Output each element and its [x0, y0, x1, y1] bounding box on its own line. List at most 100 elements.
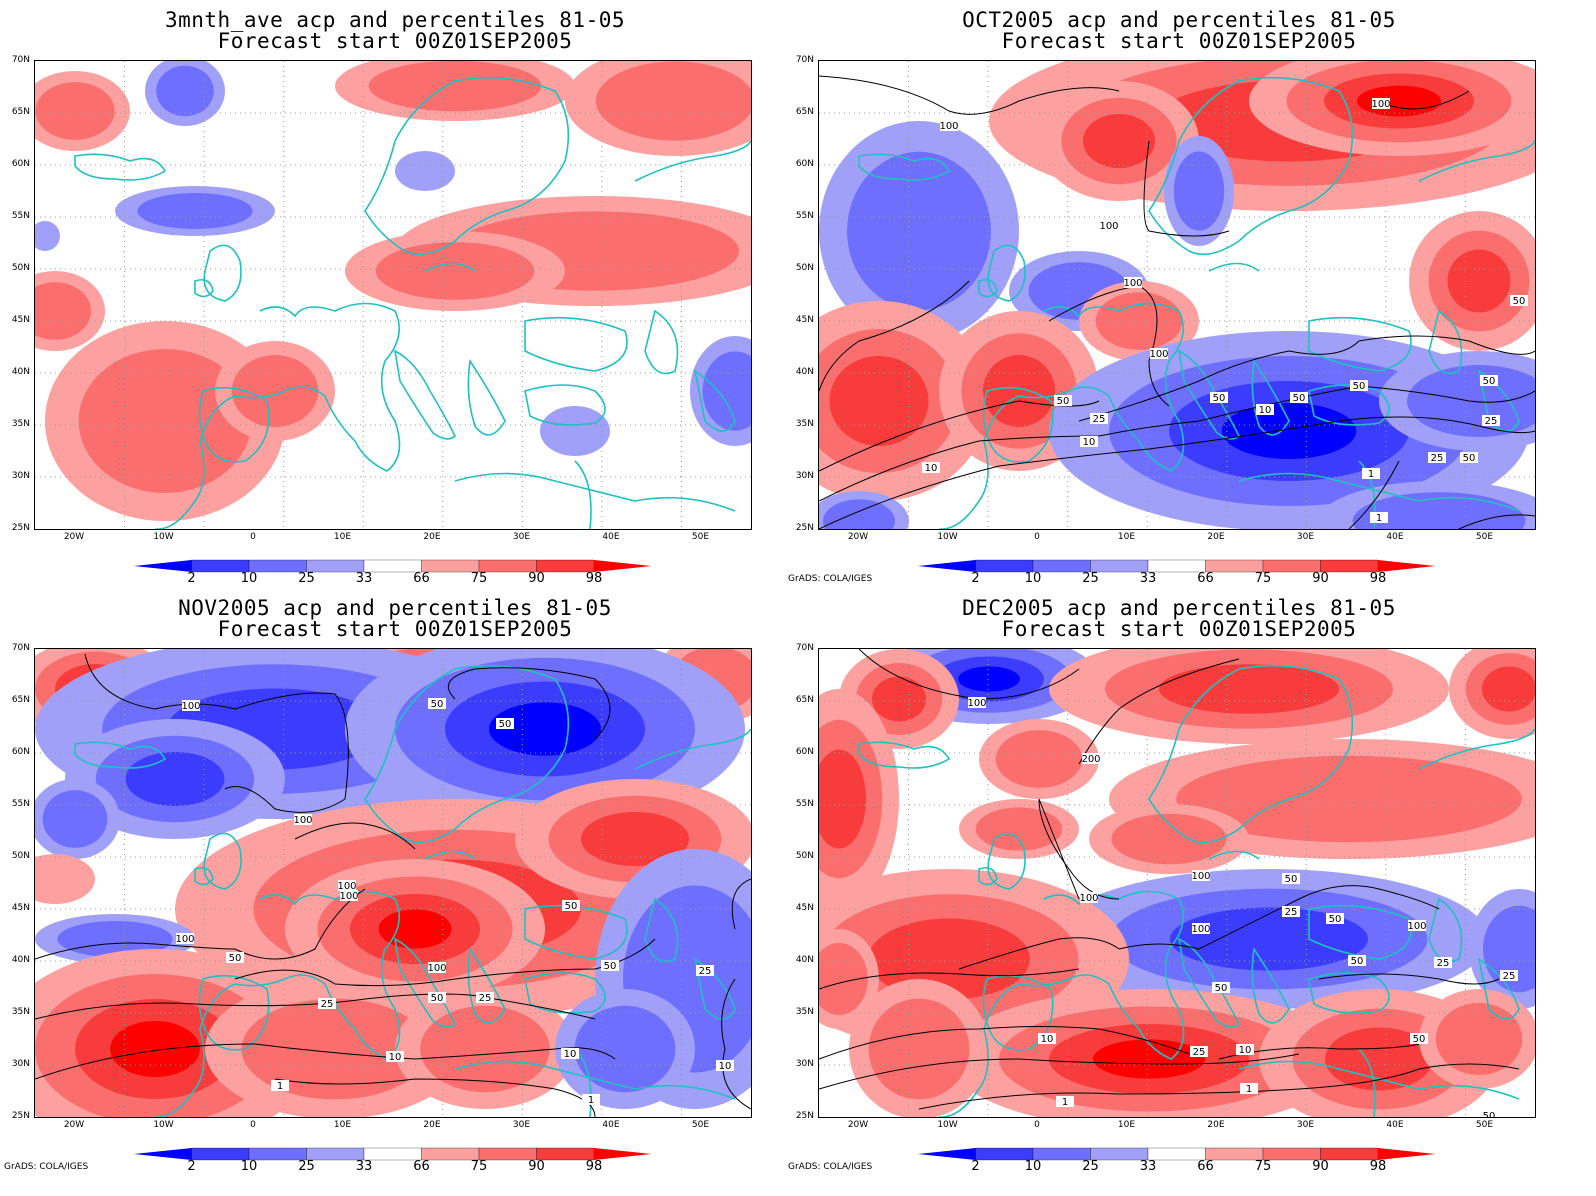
contour-label: 10 [719, 1061, 732, 1072]
coastline [198, 974, 270, 1051]
contour-label: 25 [1503, 971, 1516, 982]
coastline [424, 850, 476, 860]
contour-label-bg [1080, 436, 1098, 447]
contour-line [1078, 658, 1240, 765]
wet-area [1111, 813, 1227, 865]
contour-label-bg [562, 900, 580, 911]
colorbar [918, 559, 1436, 573]
coastline [1308, 972, 1390, 1014]
coastline [1308, 316, 1412, 372]
contour-label: 50 [431, 699, 444, 710]
coastline [1428, 897, 1463, 963]
contour-label: 200 [1081, 754, 1100, 765]
contour-label-bg [294, 814, 312, 825]
contour-label: 10 [925, 463, 938, 474]
contour-label-bg [318, 998, 336, 1009]
contour-label: 100 [1099, 221, 1118, 232]
contour-label: 1 [1368, 469, 1374, 480]
contour-label: 100 [1191, 924, 1210, 935]
lon-label: 40E [602, 532, 620, 542]
panel-title: 3mnth_ave acp and percentiles 81-05 [164, 8, 625, 32]
lat-label: 55N [11, 211, 30, 221]
dry-area [137, 193, 253, 229]
contour-label: 50 [565, 901, 578, 912]
contour-label: 50 [1329, 914, 1342, 925]
coastline [194, 278, 214, 298]
contour-line [819, 1026, 1190, 1060]
contour-label: 1 [588, 1095, 594, 1106]
lat-label: 70N [11, 55, 30, 65]
contour-label: 1 [1376, 513, 1382, 524]
wet-area [975, 807, 1063, 851]
dry-area [125, 752, 225, 806]
contour-line [958, 937, 1120, 970]
lat-label: 65N [795, 107, 814, 117]
coastline [982, 974, 1054, 1051]
colorbar [134, 559, 652, 573]
contour-label: 50 [1215, 983, 1228, 994]
colorbar-arrow-right [594, 1148, 652, 1160]
contour-label: 100 [337, 881, 356, 892]
panel-title: NOV2005 acp and percentiles 81-05 [178, 596, 612, 620]
contour-label: 50 [229, 953, 242, 964]
coastline [1358, 1048, 1376, 1117]
coastline [634, 140, 751, 182]
contour-label-bg [1150, 348, 1168, 359]
lat-label: 45N [795, 315, 814, 325]
colorbar-label: 10 [1024, 571, 1042, 586]
contour-label: 25 [479, 993, 492, 1004]
colorbar-arrow-right [1378, 1148, 1436, 1160]
contour-label-bg [1282, 873, 1300, 884]
dry-area [1483, 905, 1535, 993]
coastline [982, 386, 1054, 463]
wet-area [819, 943, 868, 1015]
colorbar-arrow-left [134, 560, 192, 572]
contour-line [731, 878, 751, 930]
colorbar-arrow-left [918, 560, 976, 572]
contour-label-bg [1370, 512, 1388, 523]
dry-area [395, 151, 455, 191]
colorbar-label: 2 [971, 1159, 980, 1174]
contour-line [1458, 514, 1535, 529]
coastline [1208, 850, 1260, 860]
dry-area [574, 1005, 676, 1093]
contour-label: 10 [389, 1052, 402, 1063]
wet-area [78, 349, 252, 493]
contour-label: 25 [1485, 416, 1498, 427]
wet-area [420, 1005, 550, 1093]
coastline [1308, 384, 1390, 426]
contour-label-bg [182, 700, 200, 711]
contour-label: 100 [1407, 921, 1426, 932]
lat-label: 55N [795, 211, 814, 221]
dry-area [35, 221, 60, 251]
coastline [194, 866, 214, 886]
contour-label: 10 [1239, 1045, 1252, 1056]
contour-line [1318, 973, 1500, 985]
colorbar-label: 90 [528, 1159, 545, 1174]
coastline [203, 832, 242, 890]
grads-credit: GrADS: COLA/IGES [788, 1162, 873, 1172]
coastline [1208, 262, 1260, 272]
coastline [1477, 957, 1520, 1020]
lat-label: 60N [11, 159, 30, 169]
lon-label: 30E [1296, 1120, 1315, 1130]
contour-label-bg [968, 697, 986, 708]
coastline [1238, 1060, 1520, 1100]
contour-label: 100 [939, 121, 958, 132]
colorbar-label: 98 [585, 571, 603, 586]
contour-layer: 100 100 100 100 100 50 50 50 50 50 25 25 25 10 10 10 1 1 5… [819, 75, 1535, 529]
shading-layer [35, 61, 751, 521]
lat-label: 30N [795, 471, 814, 481]
colorbar-label: 25 [1082, 1159, 1099, 1174]
panel-title: OCT2005 acp and percentiles 81-05 [962, 8, 1396, 32]
dry-area [540, 406, 610, 456]
contour-label: 50 [1513, 296, 1526, 307]
panel-subtitle: Forecast start 00Z01SEP2005 [1001, 29, 1357, 53]
coastline [74, 153, 167, 181]
colorbar-label: 75 [470, 571, 488, 586]
contour-label: 100 [339, 891, 358, 902]
coastline [198, 386, 270, 463]
dry-area [1221, 403, 1357, 459]
lat-label: 35N [11, 419, 30, 429]
contour-label-bg [496, 718, 514, 729]
